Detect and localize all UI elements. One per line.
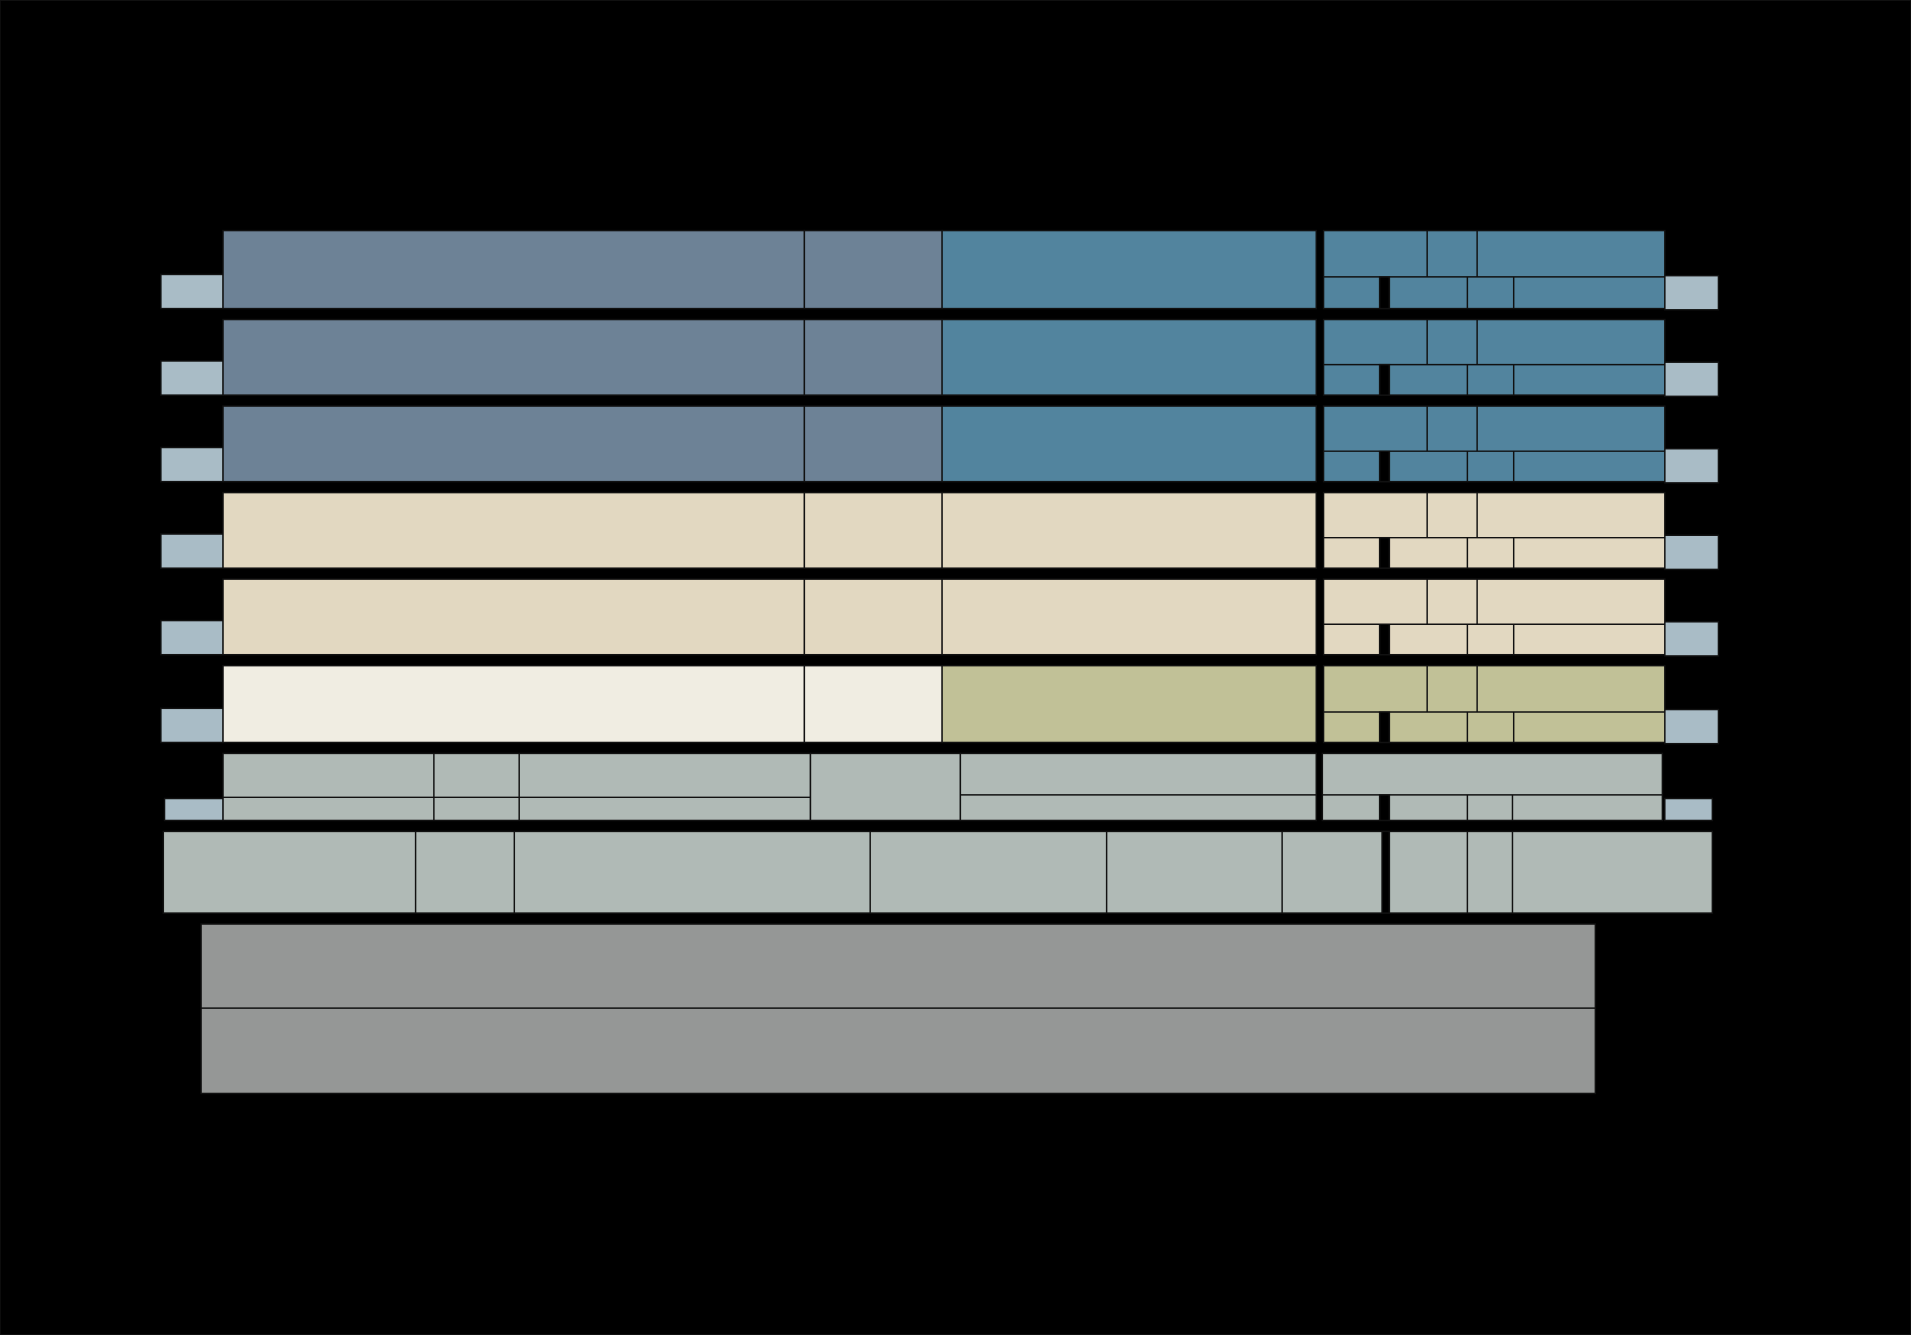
panel-cell [803,578,943,656]
panel-wide [162,830,1714,914]
panel-cell [941,491,1317,569]
panel-group [1322,318,1666,396]
panel-cell [803,664,943,744]
panel-group [1322,664,1666,744]
gap [1378,623,1391,656]
panel-cell [941,578,1317,656]
side-tab [1664,448,1720,484]
gap [1378,711,1391,744]
panel-cell [222,752,812,822]
gap [1378,363,1391,396]
side-tab [1664,361,1720,398]
panel-cell [803,491,943,569]
panel-group [1322,491,1666,569]
panel-cell [941,664,1317,744]
side-tab [160,446,224,483]
side-tab [1664,708,1720,745]
panel-cell [222,405,806,483]
panel-cell [809,752,962,822]
panel-cell [222,318,806,396]
side-tab [160,273,224,310]
side-tab [160,707,224,744]
side-tab [1664,621,1720,657]
panel-group [1322,405,1666,483]
side-tab [160,619,224,656]
panel-cell [959,752,1317,822]
gap [1378,794,1391,822]
gap [1381,830,1391,914]
panel-group [1321,752,1664,822]
panel-cell [222,491,806,569]
side-tab [160,533,224,569]
panel-group [1322,578,1666,656]
panel-cell [222,578,806,656]
side-tab [163,797,224,822]
panel-cell [803,229,943,310]
panel-cell [941,318,1317,396]
panel-cell [941,229,1317,310]
panel-cell [803,318,943,396]
side-tab [160,360,224,396]
panel-cell [941,405,1317,483]
side-tab [1664,534,1720,571]
side-tab [1664,274,1720,311]
gap [1378,450,1391,483]
panel-cell [803,405,943,483]
side-tab [1664,797,1714,822]
panel-cell [222,229,806,310]
gap [1378,536,1391,569]
panel-group [1322,229,1666,310]
gap [1378,276,1391,310]
panel-cell [222,664,806,744]
